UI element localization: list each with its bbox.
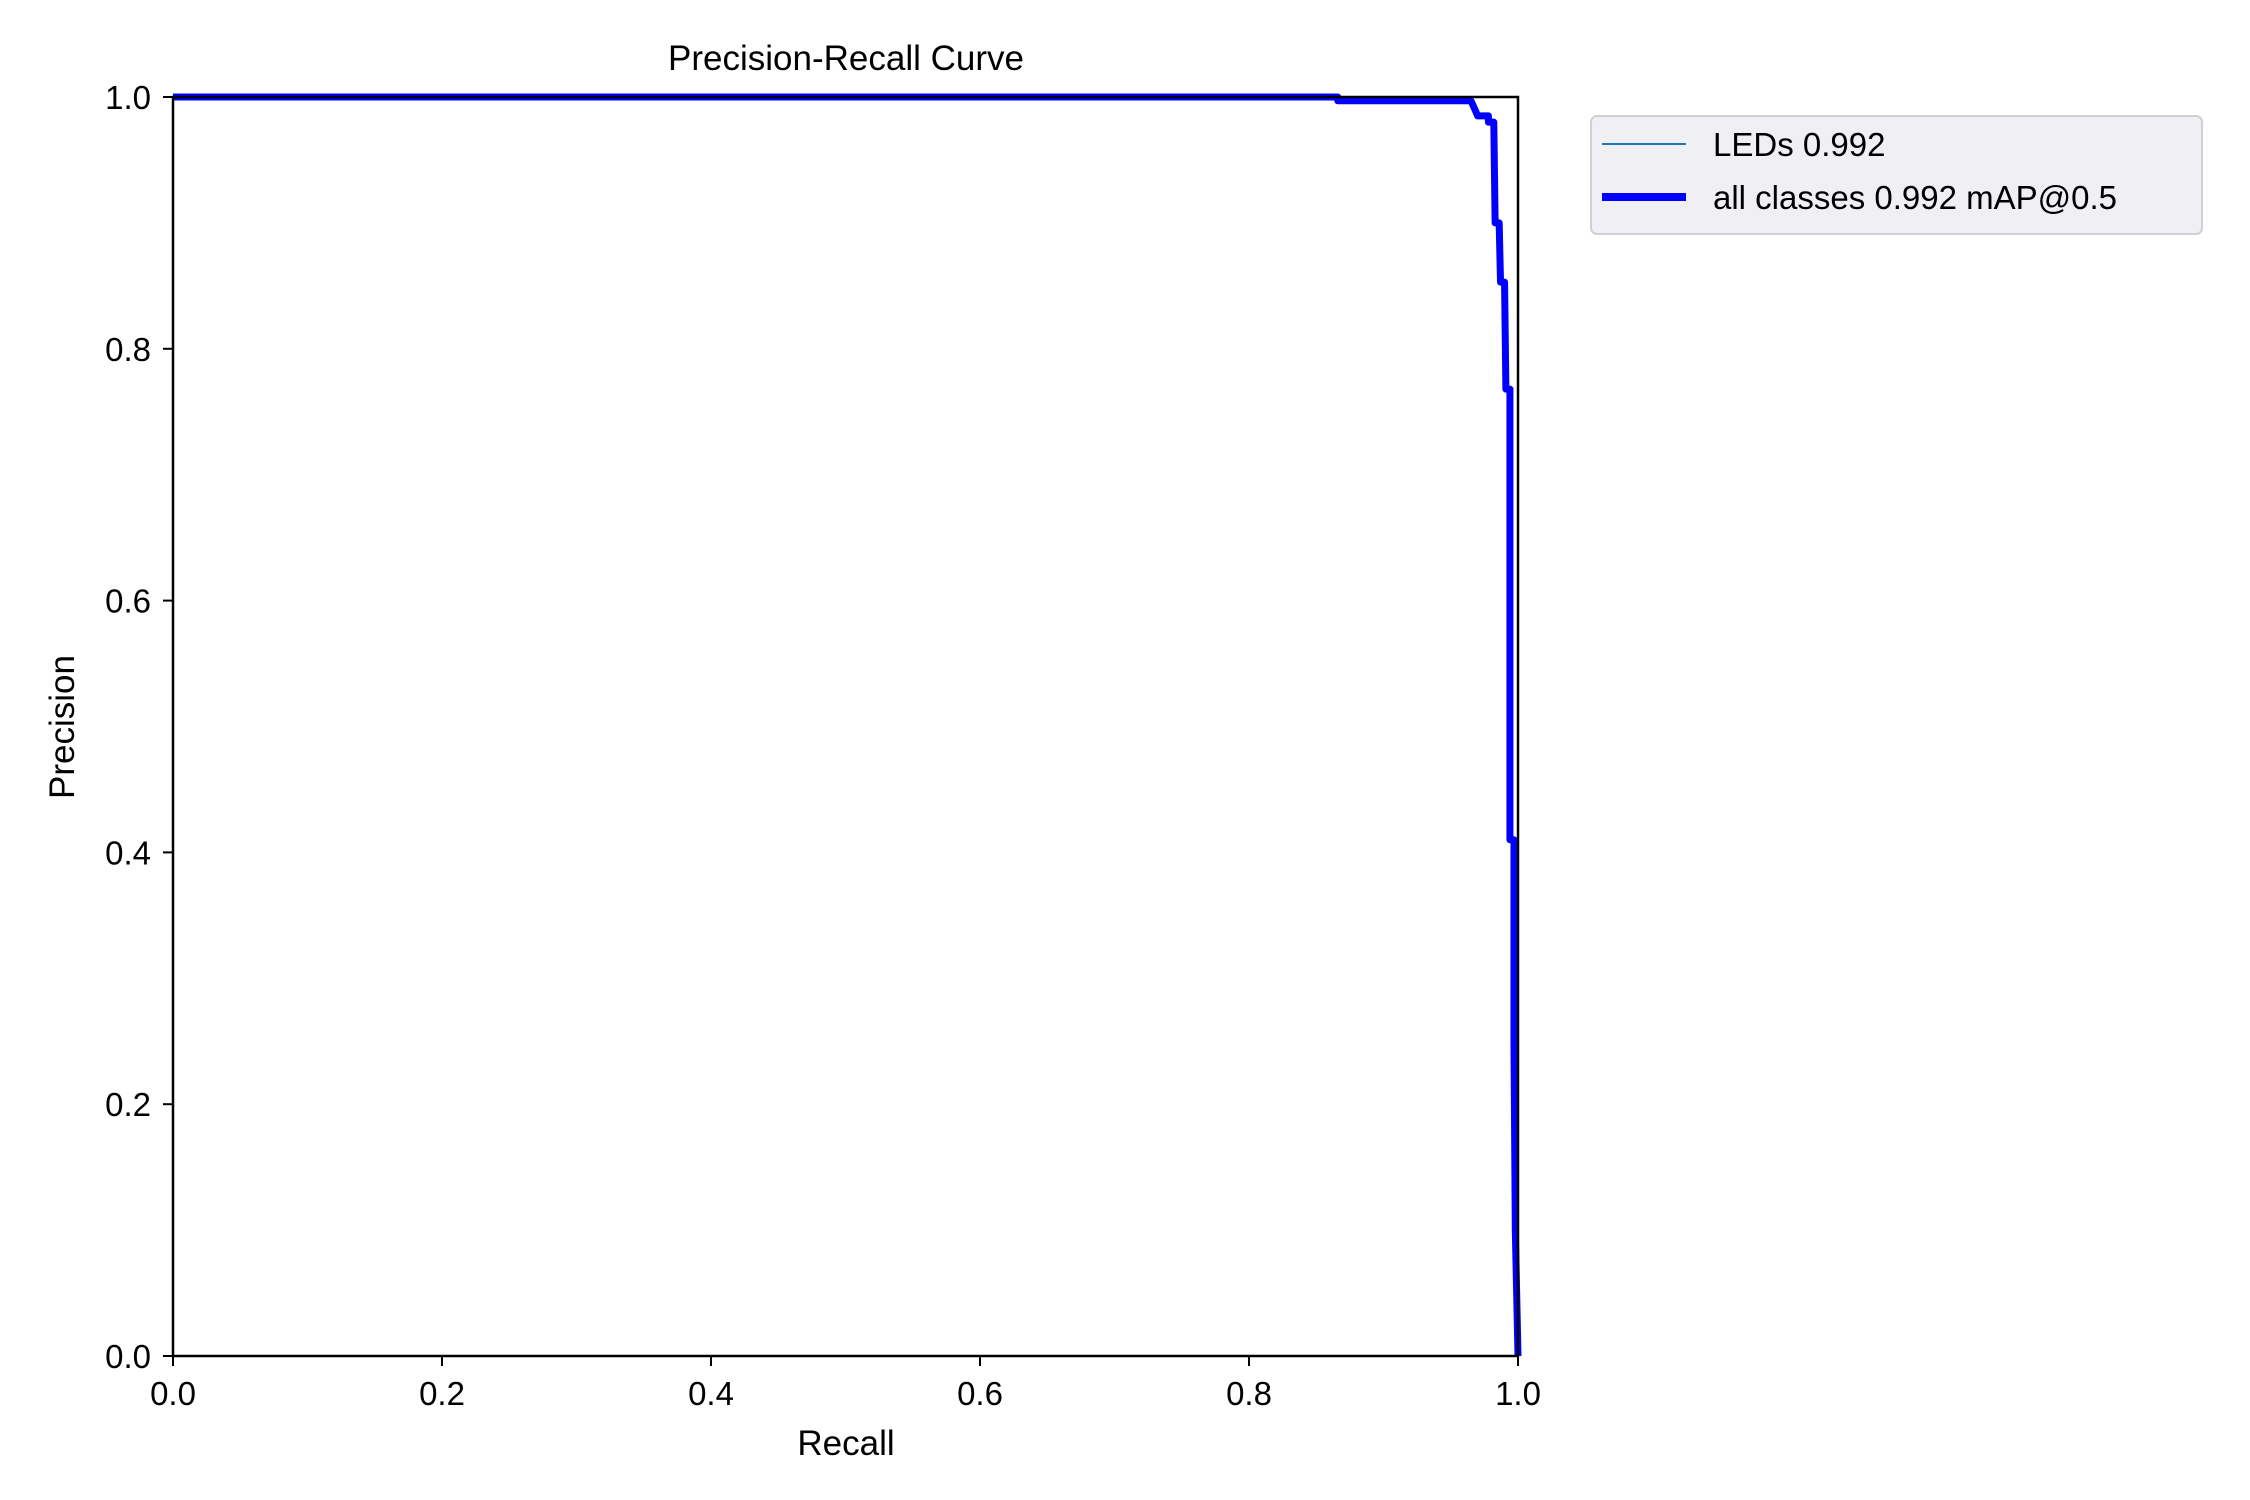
- legend-label-leds: LEDs 0.992: [1713, 126, 1885, 163]
- x-tick-label: 0.6: [957, 1375, 1003, 1412]
- plot-area: [173, 93, 1522, 1357]
- x-tick-label: 0.8: [1226, 1375, 1272, 1412]
- y-tick-label: 0.4: [105, 834, 151, 871]
- x-tick-label: 0.2: [419, 1375, 465, 1412]
- y-tick-label: 0.2: [105, 1086, 151, 1123]
- x-tick-label: 0.0: [150, 1375, 196, 1412]
- plot-frame: [171, 95, 1520, 1358]
- y-axis-label: Precision: [43, 655, 82, 799]
- legend-box: [1590, 115, 2203, 235]
- y-tick-label: 0.8: [105, 331, 151, 368]
- series-line-all-classes: [173, 93, 1522, 1357]
- x-axis-ticks: 0.0 0.2 0.4 0.6 0.8 1.0: [150, 1356, 1541, 1412]
- x-tick-label: 1.0: [1495, 1375, 1541, 1412]
- legend-label-all-classes: all classes 0.992 mAP@0.5: [1713, 179, 2117, 216]
- chart-title: Precision-Recall Curve: [668, 39, 1024, 78]
- x-tick-label: 0.4: [688, 1375, 734, 1412]
- x-axis-label: Recall: [797, 1424, 894, 1463]
- y-axis-ticks: 0.0 0.2 0.4 0.6 0.8 1.0: [105, 79, 173, 1375]
- y-tick-label: 0.6: [105, 583, 151, 620]
- legend: LEDs 0.992 all classes 0.992 mAP@0.5: [1590, 115, 2203, 235]
- y-tick-label: 1.0: [105, 79, 151, 116]
- y-tick-label: 0.0: [105, 1338, 151, 1375]
